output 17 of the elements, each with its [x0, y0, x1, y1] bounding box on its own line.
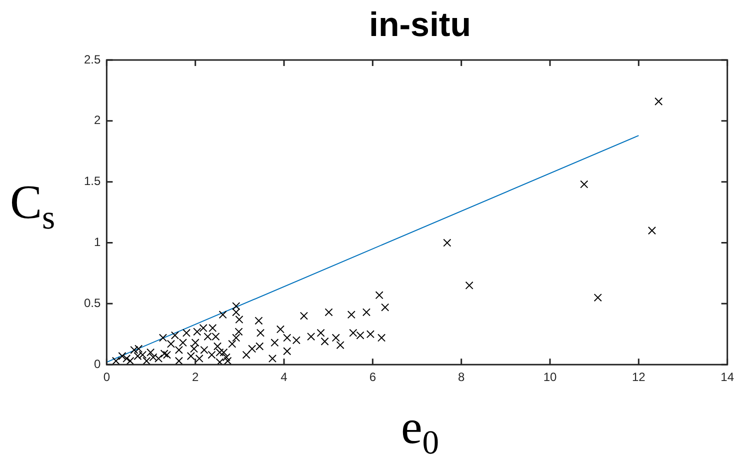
x-tick-label: 2: [192, 370, 199, 384]
x-tick-label: 0: [103, 370, 110, 384]
x-tick-label: 12: [632, 370, 646, 384]
y-tick-label: 0: [94, 356, 101, 371]
y-tick-label: 1: [94, 235, 101, 250]
y-axis-title: C$_{s}$: [10, 175, 56, 238]
x-tick-label: 4: [280, 370, 288, 384]
x-tick-label: 6: [369, 370, 376, 384]
x-tick-label: 8: [458, 370, 465, 384]
x-tick-label: 14: [720, 370, 734, 384]
y-tick-label: 1.5: [84, 174, 101, 188]
chart-title: in-situ: [368, 6, 472, 45]
y-tick-label: 2.5: [84, 52, 101, 66]
x-tick-label: 10: [543, 370, 557, 384]
y-tick-label: 0.5: [84, 296, 101, 310]
y-tick-label: 2: [94, 113, 101, 128]
x-axis-title: e$_{0}$: [400, 400, 440, 461]
